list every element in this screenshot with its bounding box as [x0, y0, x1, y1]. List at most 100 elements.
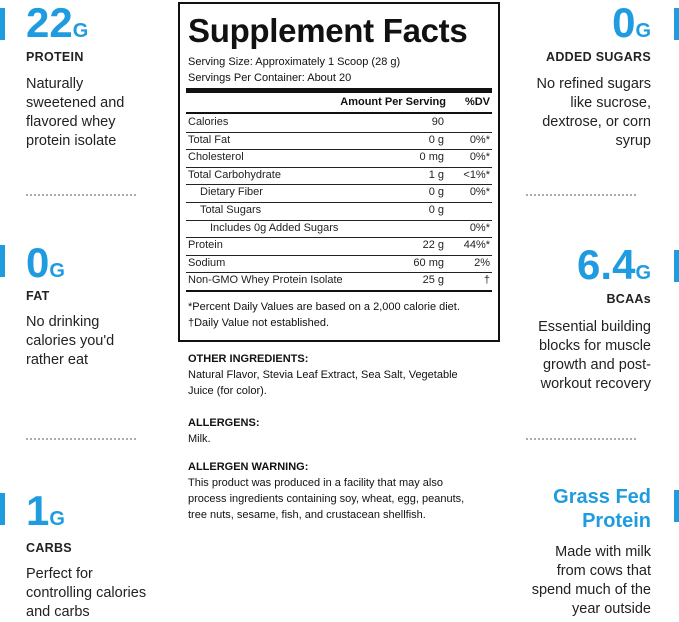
stat-label: PROTEIN	[26, 50, 84, 64]
text-line: No drinking	[26, 314, 100, 330]
amount: 1 g	[428, 168, 444, 181]
stat-label: ADDED SUGARS	[546, 50, 651, 64]
text-line: No refined sugars	[536, 76, 651, 92]
nutrient: Calories	[188, 116, 229, 128]
text-line: flavored whey	[26, 114, 116, 130]
facts-row: Non-GMO Whey Protein Isolate 25 g †	[186, 272, 492, 291]
desc: Perfect for controlling calories and carbs	[26, 565, 146, 622]
text-line: growth and post-	[542, 357, 651, 373]
facts-title: Supplement Facts	[188, 12, 468, 49]
text-line: from cows that	[556, 563, 651, 579]
text-line: and carbs	[26, 604, 90, 620]
separator	[26, 194, 136, 196]
amount: 0 g	[428, 186, 444, 199]
supplement-facts: Supplement Facts Serving Size: Approxima…	[178, 2, 500, 342]
stat: 0G	[612, 0, 651, 46]
amount: 0 mg	[419, 151, 444, 164]
stat: 0G	[26, 239, 65, 286]
stat: 1G	[26, 487, 65, 534]
rule	[186, 88, 492, 93]
desc: Made with milk from cows that spend much o…	[532, 543, 651, 619]
facts-row: Protein 22 g 44%*	[186, 237, 492, 256]
facts-row: Cholesterol 0 mg 0%*	[186, 149, 492, 168]
info-block: ALLERGENS: Milk.	[188, 417, 260, 445]
text-line: protein isolate	[26, 133, 117, 149]
accent-bar	[0, 245, 5, 277]
separator	[526, 194, 636, 196]
nutrient: Dietary Fiber	[200, 186, 263, 199]
text-line: controlling calories	[26, 585, 147, 601]
accent-bar	[674, 490, 679, 522]
info-block: OTHER INGREDIENTS: Natural Flavor, Stevia…	[188, 353, 458, 397]
nutrient: Includes 0g Added Sugars	[210, 221, 339, 234]
text-line: tree nuts, sesame, fish, and crustacean …	[188, 509, 426, 521]
nutrient: Total Sugars	[200, 204, 262, 216]
text-line: Essential building	[538, 319, 651, 335]
text-line: workout recovery	[540, 376, 651, 392]
text-line: Natural Flavor, Stevia Leaf Extract, Sea…	[188, 369, 458, 381]
desc: Essential building blocks for muscle growt…	[538, 318, 651, 394]
text-line: spend much of the	[531, 582, 651, 598]
facts-row: Total Carbohydrate 1 g <1%*	[186, 167, 492, 186]
footnote: *Percent Daily Values are based on a 2,0…	[188, 301, 460, 313]
accent-bar	[674, 8, 679, 40]
footnote: †Daily Value not established.	[188, 317, 330, 329]
amount: 22 g	[422, 239, 444, 252]
amount: 0 g	[428, 133, 444, 146]
stat: 22G	[26, 0, 89, 46]
daily-value: 0%*	[469, 221, 490, 234]
rule	[186, 112, 492, 114]
amount: 90	[431, 116, 444, 128]
desc: Naturally sweetened and flavored whey prote…	[26, 75, 124, 151]
text-line: year outside	[572, 601, 651, 617]
stat: 6.4G	[577, 241, 651, 288]
amount: 60 mg	[413, 256, 444, 269]
text-line: Naturally	[26, 76, 84, 92]
facts-row: Calories 90	[186, 114, 492, 133]
servings: Servings Per Container: About 20	[188, 72, 352, 84]
column-header: Amount Per Serving	[340, 96, 446, 108]
facts-row: Sodium 60 mg 2%	[186, 255, 492, 274]
amount: 0 g	[428, 204, 444, 216]
accent-bar	[674, 250, 679, 282]
text-line: dextrose, or corn	[542, 114, 651, 130]
column-header: %DV	[464, 96, 490, 108]
facts-row: Total Fat 0 g 0%*	[186, 132, 492, 151]
daily-value: 0%*	[469, 133, 490, 146]
text-line: Made with milk	[555, 544, 651, 560]
daily-value: <1%*	[463, 168, 490, 181]
text-line: Juice (for color).	[188, 385, 267, 397]
text-line: calories you'd	[26, 333, 115, 349]
text-line: Perfect for	[26, 566, 93, 582]
text-line: This product was produced in a facility …	[188, 477, 443, 489]
accent-bar	[0, 8, 5, 40]
nutrient: Cholesterol	[188, 151, 244, 164]
facts-row: Dietary Fiber 0 g 0%*	[186, 184, 492, 203]
text-line: Protein	[582, 510, 651, 532]
nutrient: Total Fat	[188, 133, 231, 146]
nutrient: Protein	[188, 239, 223, 252]
stat-label: FAT	[26, 289, 50, 303]
facts-row: Total Sugars 0 g	[186, 202, 492, 221]
stat-label: BCAAs	[606, 292, 651, 306]
daily-value: 44%*	[463, 239, 490, 252]
info-block: ALLERGEN WARNING: This product was produc…	[188, 461, 465, 521]
desc: No drinking calories you'd rather eat	[26, 313, 114, 370]
stat-label: CARBS	[26, 541, 72, 555]
serving-size: Serving Size: Approximately 1 Scoop (28 …	[188, 56, 401, 68]
nutrient: Non-GMO Whey Protein Isolate	[188, 274, 343, 287]
desc: No refined sugars like sucrose, dextrose, …	[537, 75, 651, 151]
text-line: sweetened and	[26, 95, 125, 111]
text-line: Milk.	[188, 433, 211, 445]
text-line: rather eat	[26, 352, 89, 368]
text-line: syrup	[615, 133, 651, 149]
text-line: Grass Fed	[553, 486, 651, 508]
text-line: blocks for muscle	[538, 338, 651, 354]
daily-value: †	[483, 274, 490, 287]
accent-bar	[0, 493, 5, 525]
daily-value: 0%*	[469, 151, 490, 164]
nutrient: Sodium	[188, 256, 226, 269]
text-line: process ingredients containing soy, whea…	[188, 493, 465, 505]
nutrient: Total Carbohydrate	[188, 168, 281, 181]
